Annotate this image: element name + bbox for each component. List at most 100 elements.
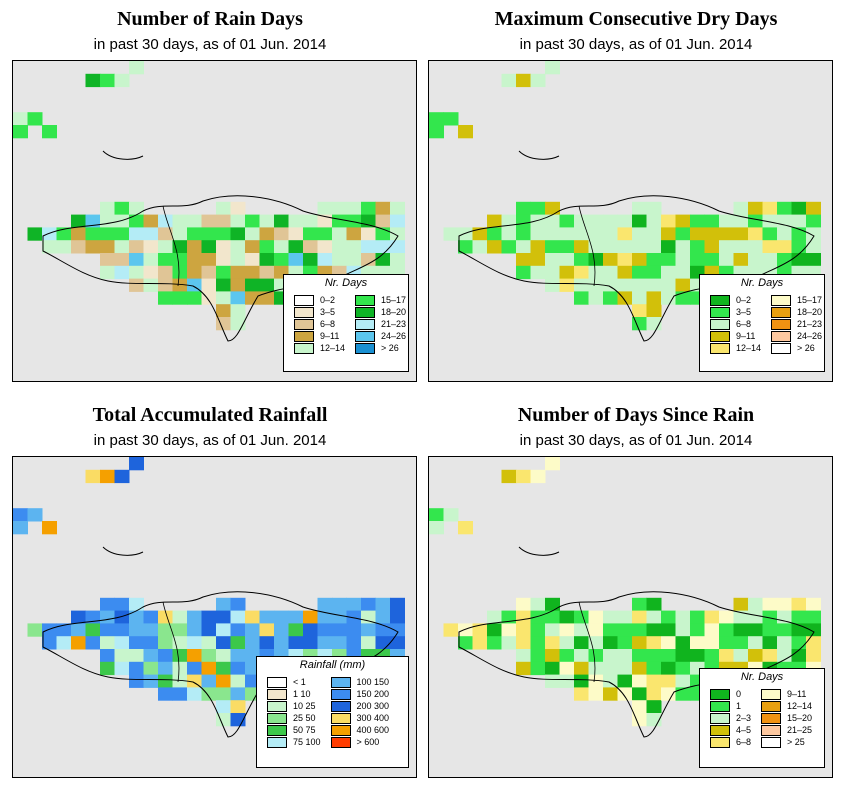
legend-item: 300 400 — [330, 712, 389, 724]
legend-item: 6–8 — [710, 736, 751, 748]
country-border — [162, 205, 180, 287]
map-cell — [172, 214, 188, 228]
map-cell — [516, 623, 531, 637]
map-cell — [661, 227, 676, 241]
map-cell — [603, 240, 618, 254]
legend-swatch — [710, 318, 730, 330]
map-cell — [158, 253, 173, 267]
map-cell — [487, 227, 502, 241]
map-cell — [559, 253, 575, 267]
map-cell — [216, 687, 231, 701]
legend-swatch — [294, 318, 314, 330]
map-cell — [230, 265, 246, 280]
map-cell — [617, 291, 633, 305]
map-cell — [332, 597, 347, 612]
map-cell — [230, 227, 246, 241]
map-cell — [675, 240, 691, 254]
legend-label: 21–23 — [797, 319, 823, 329]
legend-title: Rainfall (mm) — [299, 659, 366, 671]
map-cell — [559, 227, 575, 241]
map-cell — [617, 227, 633, 241]
map-cell — [85, 469, 101, 484]
map-cell — [443, 508, 459, 522]
legend-label: > 26 — [381, 343, 399, 353]
map-cell — [230, 610, 246, 624]
map-cell — [390, 201, 405, 216]
map-cell — [172, 649, 188, 663]
map-cell — [617, 265, 633, 280]
legend-label: > 25 — [787, 737, 805, 747]
country-border — [578, 205, 596, 287]
map-cell — [317, 214, 333, 228]
map-cell — [230, 597, 246, 612]
panel-max-dry-days: Maximum Consecutive Dry Days in past 30 … — [426, 0, 846, 388]
map-cell — [516, 73, 531, 88]
legend-label: < 1 — [293, 677, 306, 687]
map-cell — [143, 661, 159, 676]
map-cell — [545, 623, 560, 637]
legend-label: 3–5 — [320, 307, 336, 317]
legend-label: 4–5 — [736, 725, 752, 735]
map-cell — [187, 265, 202, 280]
map-cell — [777, 240, 792, 254]
map-cell — [762, 649, 778, 663]
map-cell — [646, 610, 662, 624]
legend-item: 15–20 — [761, 712, 812, 724]
map-cell — [42, 227, 57, 241]
map-cell — [646, 649, 662, 663]
map-cell — [158, 227, 173, 241]
map-cell — [472, 240, 488, 254]
map-cell — [487, 240, 502, 254]
map-cell — [114, 636, 130, 650]
map-cell — [429, 521, 444, 535]
map-cell — [201, 661, 217, 676]
legend-label: 0–2 — [736, 295, 752, 305]
map-cell — [632, 623, 647, 637]
legend-item: 18–20 — [355, 306, 406, 318]
map-cell — [158, 291, 173, 305]
legend-item: > 600 — [330, 736, 390, 748]
legend-item: 24–26 — [355, 330, 406, 342]
map-cell — [661, 278, 676, 292]
map-cell — [661, 661, 676, 676]
map-cell — [675, 278, 691, 292]
legend-swatch — [330, 736, 351, 748]
legend-item: 21–23 — [771, 318, 822, 330]
map-cell — [443, 623, 459, 637]
map-cell — [806, 214, 821, 228]
map-cell — [646, 623, 662, 637]
legend-title: Nr. Days — [740, 671, 784, 683]
map-cell — [332, 610, 347, 624]
legend-item: > 26 — [771, 342, 822, 354]
map-cell — [100, 73, 115, 88]
panel-subtitle: in past 30 days, as of 01 Jun. 2014 — [519, 432, 753, 449]
map-cell — [661, 623, 676, 637]
map-cell — [516, 597, 531, 612]
map-cell — [158, 636, 173, 650]
map-cell — [71, 240, 86, 254]
map-cell — [259, 610, 275, 624]
map-cell — [574, 227, 589, 241]
map-cell — [172, 265, 188, 280]
map-cell — [646, 265, 662, 280]
map-cell — [216, 291, 231, 305]
legend-title: Nr. Days — [324, 277, 368, 289]
map-cell — [129, 227, 144, 241]
legend-swatch — [761, 712, 782, 724]
map-cell — [129, 661, 144, 676]
map-cell — [201, 674, 217, 688]
map-cell — [100, 253, 115, 267]
legend-label: > 600 — [356, 737, 380, 747]
legend-swatch — [710, 688, 730, 700]
legend-label: 25 50 — [293, 713, 316, 723]
map-cell — [719, 623, 734, 637]
map-cell — [632, 317, 647, 331]
map-cell — [530, 201, 546, 216]
map-cell — [574, 623, 589, 637]
map-cell — [42, 521, 57, 535]
map-cell — [230, 674, 246, 688]
map-cell — [390, 636, 405, 650]
map-cell — [100, 240, 115, 254]
map-cell — [516, 201, 531, 216]
map-cell — [574, 278, 589, 292]
